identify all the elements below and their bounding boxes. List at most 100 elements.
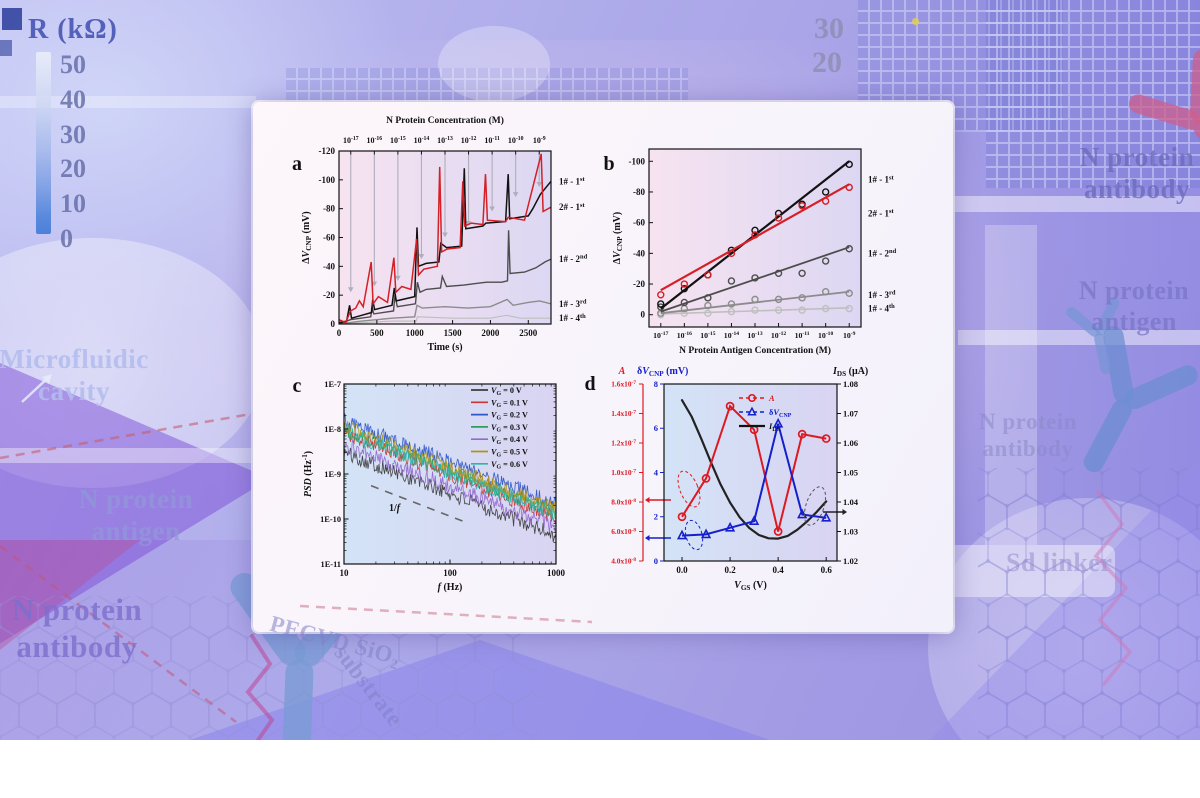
svg-text:4.0x10-8: 4.0x10-8 <box>611 557 636 566</box>
data-point <box>845 160 853 169</box>
data-point <box>798 294 806 302</box>
svg-text:VGS (V): VGS (V) <box>734 580 767 592</box>
bg-label-n-protein-antibody-bottom-left: N protein antibody <box>11 592 143 664</box>
data-point <box>821 288 830 296</box>
svg-text:1.05: 1.05 <box>843 468 858 478</box>
data-point <box>774 306 783 314</box>
psd-trace <box>344 447 556 542</box>
data-point <box>704 271 712 279</box>
scale-tick: 10 <box>60 189 86 219</box>
svg-text:1.6x10-7: 1.6x10-7 <box>611 380 636 389</box>
series-line <box>339 230 551 324</box>
data-point <box>680 284 689 293</box>
decor-yellow-dot <box>912 18 919 25</box>
figure-chart-svg: 10-17 10-16 10-15 10-14 10-13 10-12 10-11 10-10… <box>292 115 897 593</box>
svg-text:VG = 0.5 V: VG = 0.5 V <box>491 448 528 459</box>
svg-text:-60: -60 <box>633 218 645 228</box>
svg-text:2500: 2500 <box>519 328 538 338</box>
svg-text:N Protein Concentration (M): N Protein Concentration (M) <box>386 115 504 126</box>
scale-tick: 50 <box>60 50 86 79</box>
svg-text:8.0x10-8: 8.0x10-8 <box>611 498 636 507</box>
svg-text:10-17: 10-17 <box>653 331 668 340</box>
data-point <box>727 249 736 258</box>
svg-text:1000: 1000 <box>406 328 425 338</box>
svg-text:0.6: 0.6 <box>821 565 833 575</box>
data-point <box>677 512 687 522</box>
svg-text:1.2x10-7: 1.2x10-7 <box>611 439 636 448</box>
svg-text:-100: -100 <box>629 156 646 166</box>
svg-text:1E-10: 1E-10 <box>320 515 341 524</box>
scale-tick: 20 <box>60 154 86 184</box>
data-point <box>821 304 830 313</box>
dashed-guide-line-1 <box>0 410 263 460</box>
svg-text:1.06: 1.06 <box>843 438 859 448</box>
data-point <box>821 197 830 205</box>
svg-text:6.0x10-8: 6.0x10-8 <box>611 527 636 536</box>
data-point <box>676 529 688 540</box>
decor-navy-square-1 <box>2 8 22 30</box>
pixel-mosaic-top-right <box>986 0 1200 188</box>
svg-text:1000: 1000 <box>547 568 566 578</box>
svg-text:1# - 1st: 1# - 1st <box>559 176 586 186</box>
decor-band-1 <box>950 196 1200 212</box>
svg-text:IDS (µA): IDS (µA) <box>832 366 868 378</box>
svg-text:1/f: 1/f <box>389 503 402 514</box>
decor-band-2 <box>958 330 1200 345</box>
series-line <box>339 168 551 324</box>
scale-tick: 0 <box>60 223 73 253</box>
data-point <box>821 511 832 522</box>
data-point <box>845 289 853 297</box>
svg-text:10-16: 10-16 <box>677 331 692 340</box>
svg-text:IDS: IDS <box>768 422 781 433</box>
svg-text:1E-7: 1E-7 <box>324 380 341 389</box>
svg-text:-100: -100 <box>319 175 336 185</box>
svg-text:δVCNP (mV): δVCNP (mV) <box>637 366 688 378</box>
svg-text:0.0: 0.0 <box>676 565 688 575</box>
data-point <box>680 298 689 307</box>
resistance-scale-title: R (kΩ) <box>28 14 118 45</box>
data-point <box>798 202 806 210</box>
small-arrow-head <box>42 374 52 384</box>
svg-text:8: 8 <box>654 379 658 389</box>
svg-text:0.4: 0.4 <box>773 565 785 575</box>
panel-d: 0.0 0.2 0.4 0.6 VGS (V) 4.0x10-8 6.0x10-8 8.0x1… <box>584 366 868 592</box>
svg-text:Time (s): Time (s) <box>427 342 462 353</box>
svg-text:1E-9: 1E-9 <box>324 470 341 479</box>
small-arrow <box>21 375 51 403</box>
decor-band-3 <box>0 448 258 463</box>
data-point <box>821 257 830 265</box>
svg-text:2000: 2000 <box>481 328 500 338</box>
data-point <box>727 300 736 308</box>
svg-text:-80: -80 <box>323 204 335 214</box>
data-point <box>821 434 831 443</box>
bg-label-microfluidic-cavity: Microfluidic cavity <box>0 344 149 406</box>
svg-text:6: 6 <box>654 423 658 433</box>
svg-text:10-13: 10-13 <box>437 136 453 145</box>
svg-text:PSD (Hz-1): PSD (Hz-1) <box>301 451 314 497</box>
svg-text:1E-8: 1E-8 <box>324 425 341 434</box>
data-point <box>751 231 759 239</box>
graphene-lattice-bottom-right <box>978 468 1200 740</box>
fit-line <box>660 307 850 315</box>
svg-text:VG = 0.6 V: VG = 0.6 V <box>491 460 528 471</box>
data-point <box>704 309 712 317</box>
svg-text:10-17: 10-17 <box>343 136 359 145</box>
svg-text:10-15: 10-15 <box>700 331 715 340</box>
psd-trace <box>344 439 556 534</box>
svg-text:ΔVCNP (mV): ΔVCNP (mV) <box>301 211 313 263</box>
svg-text:10-13: 10-13 <box>747 331 762 340</box>
svg-text:1.02: 1.02 <box>843 556 858 566</box>
data-point <box>797 508 808 519</box>
data-point <box>774 209 783 218</box>
data-point <box>704 301 712 310</box>
svg-text:500: 500 <box>370 328 384 338</box>
ids-curve <box>680 399 828 540</box>
svg-text:A: A <box>618 366 626 377</box>
bg-label-n-protein-antibody-right: N protein antibody <box>979 409 1077 462</box>
data-point <box>773 527 783 536</box>
svg-text:10-12: 10-12 <box>771 331 786 340</box>
svg-text:100: 100 <box>443 568 457 578</box>
data-point <box>680 280 689 288</box>
svg-text:-20: -20 <box>323 290 335 300</box>
data-point <box>701 474 711 483</box>
